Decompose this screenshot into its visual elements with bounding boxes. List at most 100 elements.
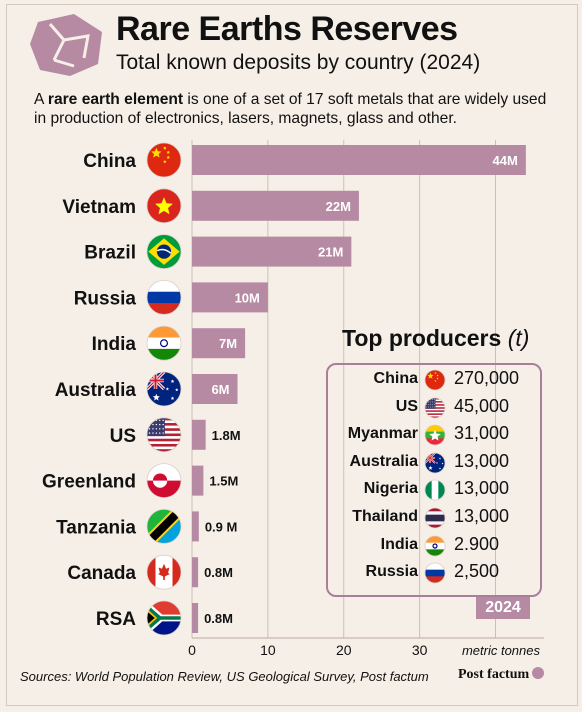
flag-canada-icon	[146, 554, 182, 590]
producer-value: 31,000	[454, 423, 510, 444]
value-label: 22M	[326, 199, 351, 214]
producer-value: 13,000	[454, 450, 510, 471]
flag-vietnam-icon	[146, 188, 182, 224]
flag-south-africa-icon	[146, 600, 182, 636]
producer-value: 45,000	[454, 395, 510, 416]
category-label: Canada	[67, 563, 136, 584]
producer-row: Russia 2,500	[326, 559, 542, 585]
intro-text: A rare earth element is one of a set of …	[34, 90, 554, 128]
flag-australia-icon	[146, 371, 182, 407]
value-label: 10M	[235, 290, 260, 305]
producer-country: US	[395, 397, 418, 415]
flag-nigeria-icon	[424, 479, 446, 501]
flag-us-icon	[424, 397, 446, 418]
producer-country: Thailand	[352, 508, 418, 525]
producer-country: Australia	[349, 452, 418, 470]
bar-canada	[192, 557, 199, 588]
bar-india	[192, 328, 246, 359]
chart-title: Rare Earths Reserves	[116, 10, 458, 48]
category-label: Greenland	[42, 472, 136, 493]
chart-subtitle: Total known deposits by country (2024)	[116, 51, 481, 74]
intro-rest: is one of a set of 17 soft metals that a…	[34, 91, 547, 127]
value-label: 1.8M	[212, 428, 241, 443]
x-tick-label: 20	[336, 642, 352, 658]
category-label: Russia	[74, 288, 137, 309]
flag-us-icon	[146, 417, 182, 453]
value-label: 0.8M	[204, 611, 233, 626]
brand-name: Post factum	[458, 667, 530, 682]
bar-vietnam	[192, 190, 359, 221]
producer-country: India	[380, 535, 418, 553]
producer-row: China 270,000	[326, 366, 542, 392]
intro-bold: rare earth element	[47, 91, 184, 108]
producer-row: Australia 13,000	[326, 449, 542, 475]
producer-row: India 2.900	[326, 532, 542, 558]
flag-myanmar-icon	[424, 424, 446, 446]
flag-china-icon	[146, 142, 182, 178]
category-label: Brazil	[84, 243, 136, 264]
bar-russia	[192, 282, 268, 313]
value-label: 7M	[219, 336, 237, 351]
value-label: 1.5M	[209, 474, 238, 489]
value-label: 6M	[211, 382, 229, 397]
producer-value: 270,000	[454, 368, 520, 388]
x-tick-label: 0	[188, 642, 196, 658]
category-label: Tanzania	[56, 517, 136, 538]
flag-russia-icon	[146, 279, 182, 315]
producer-country: Russia	[365, 563, 418, 581]
value-label: 21M	[318, 245, 343, 260]
value-label: 0.8M	[204, 565, 233, 580]
producers-box	[326, 363, 542, 597]
producer-country: China	[373, 370, 418, 387]
flag-india-icon	[146, 325, 182, 361]
value-label: 0.9 M	[205, 519, 238, 534]
producer-value: 2.900	[454, 533, 500, 554]
producer-value: 2,500	[454, 561, 500, 582]
category-label: RSA	[96, 609, 136, 630]
sources-note: Sources: World Population Review, US Geo…	[20, 669, 429, 684]
unit-label: metric tonnes	[462, 643, 541, 658]
flag-australia-icon	[424, 452, 446, 474]
category-label: Australia	[55, 380, 137, 401]
card-frame	[6, 4, 578, 706]
producers-title: Top producers (t)	[342, 325, 529, 352]
flag-greenland-icon	[146, 463, 182, 499]
bar-tanzania	[192, 511, 199, 542]
category-label: India	[92, 334, 137, 355]
flag-russia-icon	[424, 562, 446, 584]
year-badge: 2024	[476, 597, 530, 619]
producer-value: 13,000	[454, 478, 510, 499]
intro-prefix: A	[34, 91, 48, 108]
flag-brazil-icon	[146, 234, 182, 270]
producer-country: Myanmar	[347, 425, 418, 443]
producer-value: 13,000	[454, 506, 510, 526]
producers-title-text: Top producers	[342, 325, 502, 351]
bar-australia	[192, 374, 238, 404]
flag-india-icon	[424, 535, 446, 556]
producer-country: Nigeria	[363, 480, 418, 498]
producer-row: Nigeria 13,000	[326, 476, 542, 502]
producer-row: US 45,000	[326, 394, 542, 420]
bar-rsa	[192, 603, 199, 633]
flag-china-icon	[424, 369, 446, 391]
category-label: US	[110, 426, 136, 447]
category-label: China	[83, 151, 136, 172]
bar-china	[192, 145, 526, 175]
bar-brazil	[192, 236, 352, 267]
bar-us	[192, 419, 206, 450]
brand-dot-icon	[532, 667, 545, 679]
producer-row: Thailand 13,000	[326, 504, 542, 530]
category-label: Vietnam	[62, 197, 136, 218]
producer-row: Myanmar 31,000	[326, 421, 542, 447]
producers-title-unit: (t)	[507, 325, 530, 351]
brand-logo: Post factum	[458, 667, 545, 683]
flag-tanzania-icon	[146, 509, 182, 544]
x-tick-label: 10	[260, 642, 276, 658]
x-tick-label: 30	[412, 642, 428, 658]
flag-thailand-icon	[424, 507, 446, 529]
value-label: 44M	[493, 153, 518, 168]
bar-greenland	[192, 465, 204, 496]
rock-logo-icon	[30, 14, 102, 76]
